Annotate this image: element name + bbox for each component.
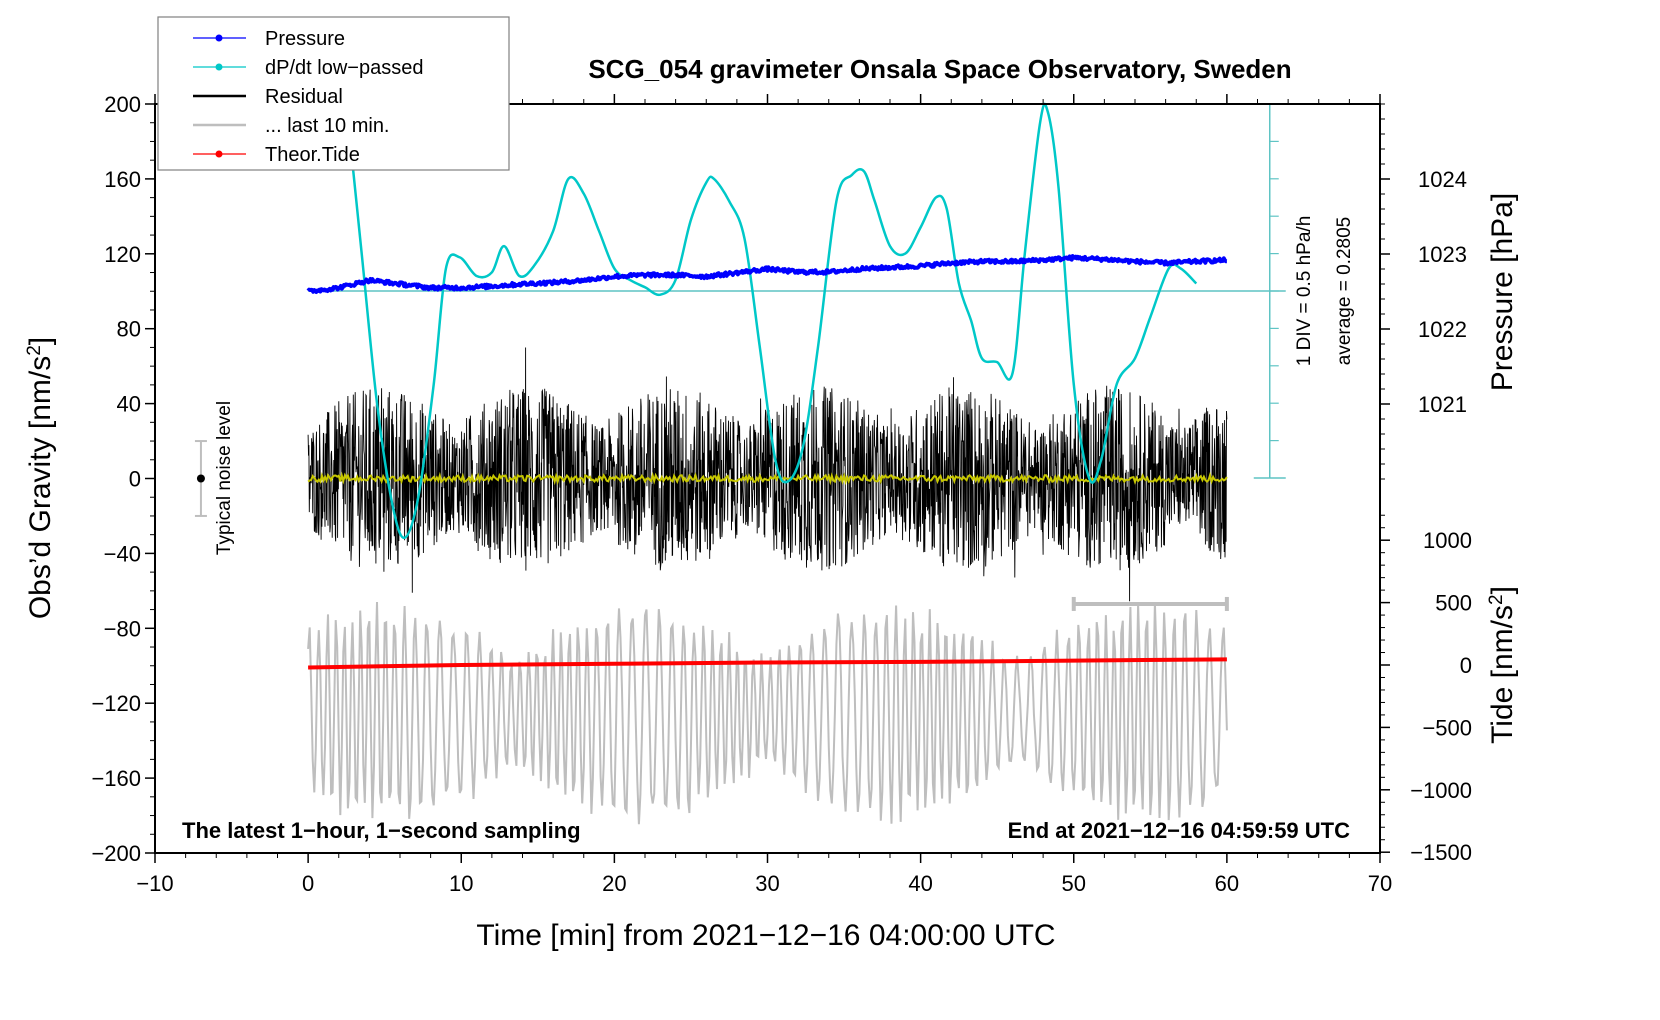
tide-tick-label: −1500: [1410, 840, 1472, 865]
theor-tide-line: [308, 657, 1227, 670]
tide-tick-label: −500: [1422, 715, 1472, 740]
legend-label: Residual: [265, 86, 343, 108]
y-tick-label: −40: [104, 541, 141, 566]
dpdt-line: [345, 102, 1198, 540]
x-axis-title: Time [min] from 2021−12−16 04:00:00 UTC: [476, 919, 1055, 952]
series-residual-smoothed: [307, 471, 1228, 486]
tide-tick-label: −1000: [1410, 778, 1472, 803]
residual-smoothed-line: [307, 471, 1228, 486]
x-tick-label: 70: [1368, 871, 1392, 896]
last10min-line: [307, 601, 1228, 825]
y-axis-title-pressure: Pressure [hPa]: [1486, 193, 1519, 391]
x-tick-label: 10: [449, 871, 473, 896]
series-theor-tide: [308, 657, 1227, 670]
tide-tick-label: 0: [1460, 653, 1472, 678]
y-axis-title-left: Obs’d Gravity [nm/s2]: [24, 337, 57, 619]
legend-swatch-marker: [215, 63, 223, 71]
pressure-line: [306, 254, 1228, 294]
axes: −10 0 10 20 30 40 50 60 70 200 160 120 80 40 0 −40 −80 −1…: [91, 92, 1472, 896]
y-axis-title-left-base: Obs’d Gravity [nm/s: [24, 356, 57, 619]
residual-line: [307, 347, 1228, 602]
x-tick-label: 60: [1215, 871, 1239, 896]
legend-box: [157, 16, 510, 171]
y-axis-title-tide-end: ]: [1486, 586, 1519, 594]
pressure-tick-label: 1024: [1418, 167, 1467, 192]
y-axis-title-tide-base: Tide [nm/s: [1486, 605, 1519, 744]
x-tick-label: −10: [136, 871, 173, 896]
series-residual: [307, 347, 1228, 602]
indicator-bars: [194, 440, 1229, 611]
dpdt-average-label: average = 0.2805: [1334, 217, 1355, 365]
y-tick-label: 160: [104, 167, 141, 192]
tide-tick-label: 1000: [1423, 528, 1472, 553]
noise-bar-center-dot: [196, 474, 205, 483]
annotation-end-time: End at 2021−12−16 04:59:59 UTC: [1008, 818, 1351, 843]
pressure-tick-label: 1022: [1418, 317, 1467, 342]
y-tick-label: 40: [117, 392, 141, 417]
y-tick-label: 200: [104, 92, 141, 117]
y-tick-label: 120: [104, 242, 141, 267]
dpdt-scale-label: 1 DIV = 0.5 hPa/h: [1294, 216, 1315, 367]
legend-label: ... last 10 min.: [265, 115, 390, 137]
x-tick-label: 50: [1062, 871, 1086, 896]
series-pressure: [306, 254, 1228, 294]
x-tick-label: 30: [755, 871, 779, 896]
pressure-tick-label: 1023: [1418, 242, 1467, 267]
y-tick-label: −80: [104, 616, 141, 641]
y-tick-label: −160: [91, 766, 141, 791]
y-tick-label: 80: [117, 317, 141, 342]
chart-title: SCG_054 gravimeter Onsala Space Observat…: [588, 54, 1291, 84]
legend-swatch-marker: [215, 150, 223, 158]
x-tick-label: 20: [602, 871, 626, 896]
legend-label: Theor.Tide: [265, 144, 360, 166]
pressure-tick-label: 1021: [1418, 392, 1467, 417]
y-axis-title-left-end: ]: [24, 337, 57, 345]
y-tick-label: −200: [91, 841, 141, 866]
legend: Pressure dP/dt low−passed Residual ... last…: [157, 16, 510, 171]
noise-level-label: Typical noise level: [214, 401, 235, 555]
legend-label: Pressure: [265, 28, 345, 50]
legend-swatch-marker: [215, 34, 223, 42]
dpdt-scale-bar: [308, 103, 1286, 479]
series-dpdt: [345, 102, 1198, 540]
y-tick-label: 0: [129, 467, 141, 492]
annotation-sampling: The latest 1−hour, 1−second sampling: [182, 818, 581, 843]
y-axis-title-left-sup: 2: [24, 345, 45, 356]
y-axis-title-tide-sup: 2: [1486, 594, 1507, 605]
y-axis-title-tide: Tide [nm/s2]: [1486, 586, 1519, 744]
series-last10min: [307, 601, 1228, 825]
x-tick-label: 0: [302, 871, 314, 896]
legend-label: dP/dt low−passed: [265, 57, 423, 79]
y-tick-label: −120: [91, 691, 141, 716]
tide-tick-label: 500: [1435, 591, 1472, 616]
x-tick-label: 40: [908, 871, 932, 896]
